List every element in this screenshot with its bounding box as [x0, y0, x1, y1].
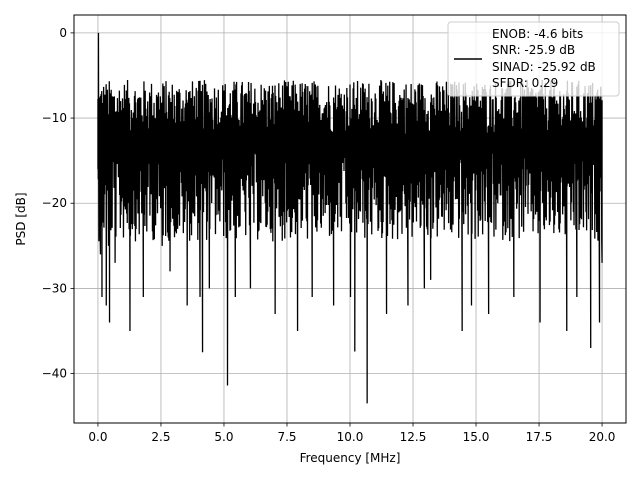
x-tick-label: 5.0	[214, 430, 233, 444]
x-tick-label: 17.5	[526, 430, 553, 444]
x-tick-label: 15.0	[463, 430, 490, 444]
legend-box	[447, 21, 620, 97]
psd-line	[97, 32, 603, 404]
x-tick-label: 10.0	[337, 430, 364, 444]
y-tick-label: −30	[42, 281, 67, 295]
y-tick-label: −40	[42, 367, 67, 381]
x-tick-label: 20.0	[589, 430, 616, 444]
legend: ENOB: -4.6 bits SNR: -25.9 dB SINAD: -25…	[447, 21, 620, 97]
y-tick-label: 0	[59, 26, 67, 40]
legend-snr: SNR: -25.9 dB	[492, 43, 575, 57]
y-tick-label: −20	[42, 196, 67, 210]
x-tick-label: 7.5	[277, 430, 296, 444]
legend-sinad: SINAD: -25.92 dB	[492, 60, 596, 74]
x-axis-label: Frequency [MHz]	[300, 451, 401, 465]
psd-series	[97, 32, 603, 404]
x-tick-label: 0.0	[88, 430, 107, 444]
x-tick-label: 12.5	[400, 430, 427, 444]
legend-sfdr: SFDR: 0.29	[492, 76, 558, 90]
y-axis-label: PSD [dB]	[14, 192, 28, 245]
axis-ticks: 0.0 2.5 5.0 7.5 10.0 12.5 15.0 17.5 20.0 0 −10 −20 −…	[42, 26, 616, 444]
x-tick-label: 2.5	[151, 430, 170, 444]
legend-enob: ENOB: -4.6 bits	[492, 27, 583, 41]
y-tick-label: −10	[42, 111, 67, 125]
